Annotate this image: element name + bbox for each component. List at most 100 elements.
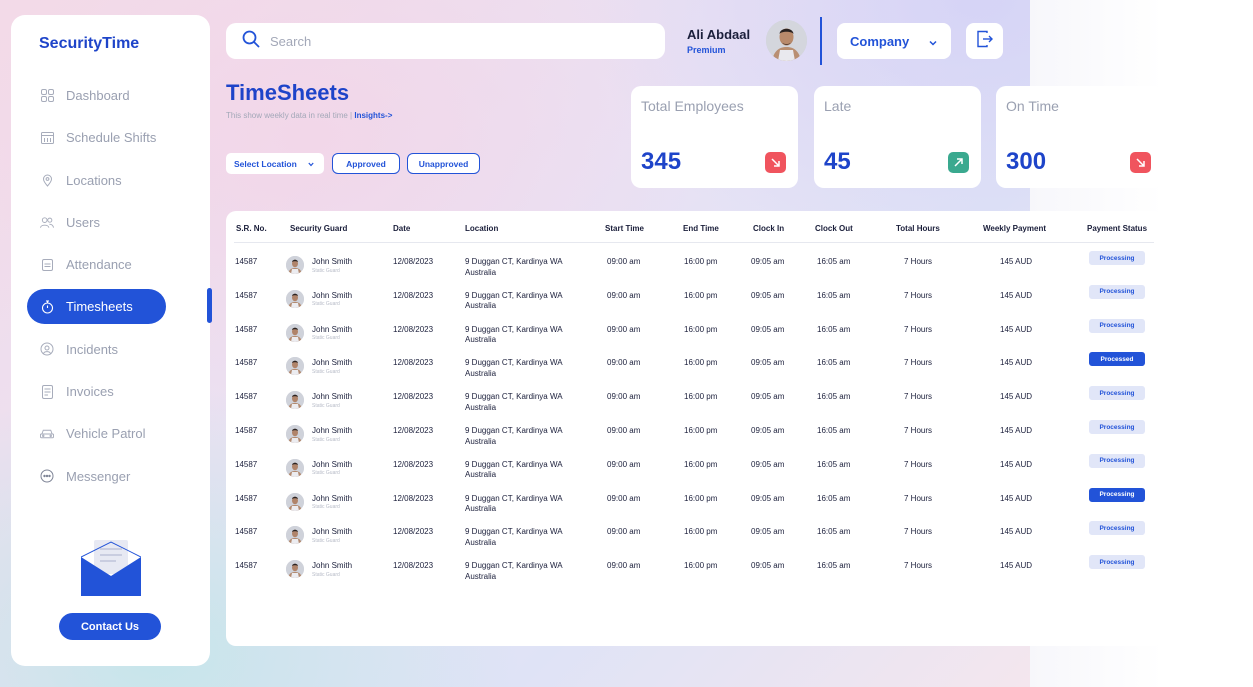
cell-date: 12/08/2023 (393, 561, 434, 571)
cell-date: 12/08/2023 (393, 527, 434, 537)
cell-clock-out: 16:05 am (817, 493, 851, 503)
cell-clock-out: 16:05 am (817, 561, 851, 571)
stat-value: 300 (1006, 148, 1047, 175)
cell-sr-no: 14587 (235, 561, 258, 571)
cell-clock-in: 09:05 am (751, 426, 785, 435)
status-badge[interactable]: Processing (1089, 318, 1145, 333)
stat-card-late: Late 45 (814, 86, 981, 188)
cell-weekly-payment: 145 AUD (1000, 459, 1033, 469)
approved-filter-button[interactable]: Approved (332, 153, 400, 174)
column-header: Total Hours (896, 224, 940, 233)
status-badge[interactable]: Processing (1089, 521, 1145, 536)
guard-name: John Smith (312, 358, 353, 368)
cell-clock-out: 16:05 am (817, 290, 851, 300)
sidebar-item-dashboard[interactable]: Dashboard (27, 78, 197, 113)
location-line: 9 Duggan CT, Kardinya WA (465, 290, 563, 300)
company-select-value: Company (850, 33, 910, 49)
insights-link[interactable]: Insights-> (354, 111, 393, 120)
sidebar-item-schedule-shifts[interactable]: Schedule Shifts (27, 120, 197, 155)
cell-clock-in: 09:05 am (751, 493, 785, 503)
cell-start-time: 09:00 am (607, 324, 641, 334)
location-select[interactable]: Select Location (226, 153, 324, 174)
avatar[interactable] (766, 20, 807, 61)
cell-location: 9 Duggan CT, Kardinya WA Australia (465, 561, 563, 582)
stat-label: Late (824, 98, 852, 114)
table-row[interactable]: 14587 John Smith Static Guard 12/08/2023… (226, 284, 1162, 325)
guard-name: John Smith (312, 392, 353, 402)
status-badge[interactable]: Processing (1089, 555, 1145, 570)
brand-logo[interactable]: SecurityTime (39, 35, 140, 52)
cell-total-hours: 7 Hours (904, 493, 933, 503)
cell-clock-out: 16:05 am (817, 426, 851, 435)
table-row[interactable]: 14587 John Smith Static Guard 12/08/2023… (226, 352, 1162, 392)
sidebar-item-attendance[interactable]: Attendance (27, 247, 197, 282)
sidebar-item-label: Timesheets (66, 299, 133, 315)
sidebar-item-timesheets[interactable]: Timesheets (27, 289, 166, 325)
table-row[interactable]: 14587 John Smith Static Guard 12/08/2023… (226, 251, 1162, 291)
column-header: Start Time (605, 224, 644, 233)
cell-clock-in: 09:05 am (751, 257, 785, 266)
table-row[interactable]: 14587 John Smith Static Guard 12/08/2023… (226, 420, 1162, 460)
status-badge[interactable]: Processed (1089, 352, 1145, 367)
active-nav-indicator (207, 288, 212, 323)
cell-end-time: 16:00 pm (684, 257, 718, 266)
status-badge[interactable]: Processing (1089, 453, 1145, 468)
sidebar-item-invoices[interactable]: Invoices (27, 374, 197, 409)
location-line: 9 Duggan CT, Kardinya WA (465, 527, 563, 537)
contact-us-button[interactable]: Contact Us (59, 613, 161, 640)
table-row[interactable]: 14587 John Smith Static Guard 12/08/2023… (226, 318, 1162, 359)
column-header: Date (393, 224, 411, 233)
table-row[interactable]: 14587 John Smith Static Guard 12/08/2023… (226, 555, 1162, 595)
status-badge[interactable]: Processing (1089, 487, 1145, 502)
car-icon (40, 427, 54, 441)
sidebar-item-locations[interactable]: Locations (27, 163, 197, 198)
status-badge[interactable]: Processing (1089, 251, 1145, 265)
cell-clock-in: 09:05 am (751, 290, 785, 300)
subtitle-text: This show weekly data in real time | (226, 111, 353, 120)
cell-guard: John Smith Static Guard (312, 527, 352, 545)
status-badge[interactable]: Processing (1089, 284, 1145, 299)
stat-card-total-employees: Total Employees 345 (631, 86, 798, 188)
incident-icon (40, 342, 54, 356)
sidebar-item-vehicle-patrol[interactable]: Vehicle Patrol (27, 416, 197, 451)
logout-button[interactable] (966, 23, 1003, 59)
cell-sr-no: 14587 (235, 392, 258, 402)
table-row[interactable]: 14587 John Smith Static Guard 12/08/2023… (226, 386, 1162, 426)
cell-weekly-payment: 145 AUD (1000, 290, 1033, 300)
stat-value: 45 (824, 148, 851, 175)
calendar-icon (40, 131, 54, 145)
search-icon (242, 30, 260, 53)
search-bar[interactable]: Search (226, 23, 665, 59)
cell-end-time: 16:00 pm (684, 459, 718, 469)
cell-location: 9 Duggan CT, Kardinya WA Australia (465, 358, 563, 379)
cell-sr-no: 14587 (235, 257, 258, 266)
status-badge[interactable]: Processing (1089, 420, 1145, 434)
table-row[interactable]: 14587 John Smith Static Guard 12/08/2023… (226, 487, 1162, 528)
search-input[interactable]: Search (270, 33, 312, 49)
sidebar-item-messenger[interactable]: Messenger (27, 459, 197, 494)
guard-name: John Smith (312, 324, 353, 334)
chat-icon (40, 469, 54, 483)
cell-guard: John Smith Static Guard (312, 325, 352, 343)
sidebar-item-users[interactable]: Users (27, 205, 197, 240)
cell-end-time: 16:00 pm (684, 527, 718, 537)
cell-date: 12/08/2023 (393, 257, 434, 266)
cell-end-time: 16:00 pm (684, 426, 718, 435)
unapproved-filter-button[interactable]: Unapproved (407, 153, 480, 174)
cell-location: 9 Duggan CT, Kardinya WA Australia (465, 460, 563, 481)
sidebar-item-incidents[interactable]: Incidents (27, 332, 197, 367)
guard-role: Static Guard (312, 537, 340, 544)
cell-clock-out: 16:05 am (817, 358, 851, 368)
sidebar-item-label: Schedule Shifts (66, 130, 157, 146)
invoice-icon (40, 384, 54, 399)
company-select[interactable]: Company (837, 23, 951, 59)
guard-avatar (286, 357, 304, 376)
status-badge[interactable]: Processing (1089, 386, 1145, 401)
table-row[interactable]: 14587 John Smith Static Guard 12/08/2023… (226, 453, 1162, 494)
sidebar-item-label: Vehicle Patrol (66, 426, 146, 442)
location-line: Australia (465, 436, 497, 446)
table-row[interactable]: 14587 John Smith Static Guard 12/08/2023… (226, 521, 1162, 561)
cell-guard: John Smith Static Guard (312, 291, 352, 309)
cell-total-hours: 7 Hours (904, 257, 933, 266)
page-subtitle: This show weekly data in real time | Ins… (226, 111, 392, 120)
